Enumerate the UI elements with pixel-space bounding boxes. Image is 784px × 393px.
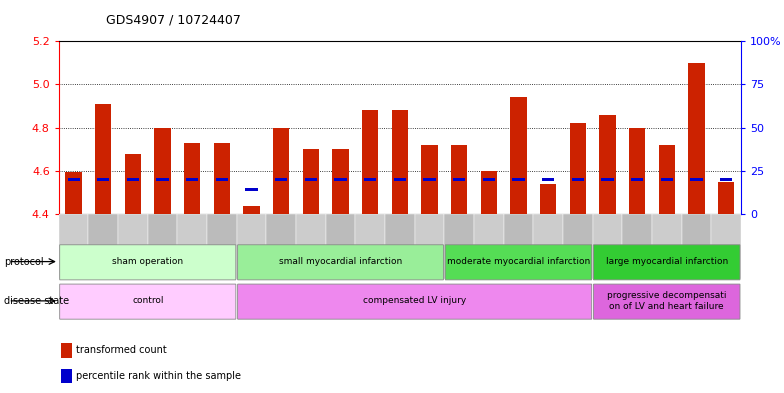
Bar <box>572 178 584 181</box>
Bar <box>394 178 406 181</box>
FancyBboxPatch shape <box>238 284 592 319</box>
Bar <box>540 184 557 214</box>
Bar <box>275 178 287 181</box>
Bar <box>542 178 554 181</box>
Text: disease state: disease state <box>4 296 69 306</box>
Text: progressive decompensati
on of LV and heart failure: progressive decompensati on of LV and he… <box>607 291 727 310</box>
Bar <box>59 214 89 279</box>
Bar <box>95 104 111 214</box>
Bar <box>622 214 652 279</box>
Bar <box>451 145 467 214</box>
Text: protocol: protocol <box>4 257 44 266</box>
Bar <box>688 63 705 214</box>
Bar <box>296 214 325 279</box>
Bar <box>652 214 681 279</box>
Bar <box>661 178 673 181</box>
Bar <box>267 214 296 279</box>
FancyBboxPatch shape <box>593 245 740 280</box>
Bar <box>681 214 711 279</box>
Bar <box>690 178 702 181</box>
Bar <box>60 369 71 383</box>
Bar <box>184 143 201 214</box>
Bar <box>67 178 80 181</box>
Bar <box>718 182 734 214</box>
Bar <box>125 154 141 214</box>
Bar <box>445 214 474 279</box>
Bar <box>97 178 110 181</box>
Bar <box>563 214 593 279</box>
Text: transformed count: transformed count <box>76 345 167 355</box>
Text: percentile rank within the sample: percentile rank within the sample <box>76 371 241 381</box>
Text: sham operation: sham operation <box>112 257 183 266</box>
Bar <box>335 178 347 181</box>
Bar <box>481 171 497 214</box>
Bar <box>60 343 71 358</box>
Bar <box>237 214 267 279</box>
Text: small myocardial infarction: small myocardial infarction <box>279 257 402 266</box>
Bar <box>273 128 289 214</box>
FancyBboxPatch shape <box>238 245 444 280</box>
Bar <box>392 110 408 214</box>
Bar <box>325 214 355 279</box>
Bar <box>570 123 586 214</box>
Bar <box>415 214 445 279</box>
Bar <box>453 178 465 181</box>
Bar <box>385 214 415 279</box>
FancyBboxPatch shape <box>60 284 236 319</box>
FancyBboxPatch shape <box>60 245 236 280</box>
Bar <box>214 143 230 214</box>
Bar <box>423 178 436 181</box>
Bar <box>510 97 527 214</box>
FancyBboxPatch shape <box>445 245 592 280</box>
Text: moderate myocardial infarction: moderate myocardial infarction <box>447 257 590 266</box>
Bar <box>245 189 258 191</box>
Bar <box>127 178 139 181</box>
FancyBboxPatch shape <box>593 284 740 319</box>
Bar <box>659 145 675 214</box>
Bar <box>305 178 317 181</box>
Bar <box>601 178 614 181</box>
Bar <box>355 214 385 279</box>
Bar <box>711 214 741 279</box>
Bar <box>207 214 237 279</box>
Bar <box>118 214 147 279</box>
Text: large myocardial infarction: large myocardial infarction <box>605 257 728 266</box>
Bar <box>147 214 177 279</box>
Bar <box>157 178 169 181</box>
Bar <box>629 128 645 214</box>
Bar <box>421 145 437 214</box>
Bar <box>362 110 379 214</box>
Bar <box>243 206 260 214</box>
Bar <box>303 149 319 214</box>
Bar <box>216 178 228 181</box>
Bar <box>177 214 207 279</box>
Bar <box>332 149 349 214</box>
Bar <box>154 128 171 214</box>
Bar <box>599 115 615 214</box>
Text: compensated LV injury: compensated LV injury <box>363 296 466 305</box>
Bar <box>533 214 563 279</box>
Bar <box>89 214 118 279</box>
Bar <box>364 178 376 181</box>
Bar <box>483 178 495 181</box>
Text: control: control <box>132 296 164 305</box>
Bar <box>513 178 524 181</box>
Bar <box>593 214 622 279</box>
Bar <box>186 178 198 181</box>
Bar <box>503 214 533 279</box>
Bar <box>474 214 503 279</box>
Bar <box>66 172 82 214</box>
Text: GDS4907 / 10724407: GDS4907 / 10724407 <box>106 14 241 27</box>
Bar <box>631 178 643 181</box>
Bar <box>720 178 732 181</box>
